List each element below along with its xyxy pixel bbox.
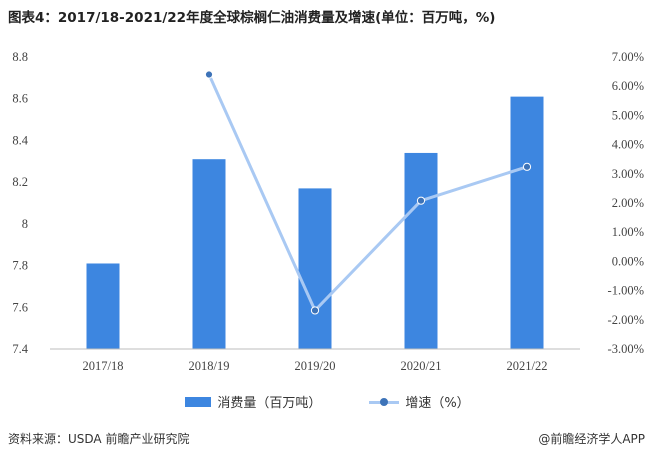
source-note: 资料来源：USDA 前瞻产业研究院 [8, 432, 190, 446]
legend-item-growth[interactable]: 增速（%） [369, 392, 470, 411]
x-tick-label: 2021/22 [507, 359, 548, 373]
chart-canvas: 2017/18 2018/19 2019/20 2020/21 2021/22 7.47… [12, 50, 644, 373]
bar-series [86, 96, 544, 349]
y-left-tick-label: 8.2 [12, 175, 28, 189]
y-left-tick-label: 8 [22, 217, 28, 231]
y-right-tick-label: 4.00% [612, 138, 644, 152]
brand-note: @前瞻经济学人APP [538, 432, 645, 446]
bar-2021/22 [510, 96, 544, 349]
y-right-tick-label: 3.00% [612, 167, 644, 181]
y-right-tick-label: 0.00% [612, 254, 644, 268]
bar-2019/20 [298, 188, 332, 349]
bar-2018/19 [192, 159, 226, 349]
y-left-tick-label: 7.6 [12, 300, 28, 314]
legend-bar-swatch [185, 396, 212, 407]
x-axis: 2017/18 2018/19 2019/20 2020/21 2021/22 [50, 348, 580, 373]
growth-point [310, 306, 320, 315]
growth-point [522, 162, 532, 171]
x-tick-label: 2018/19 [189, 359, 230, 373]
y-right-tick-label: 1.00% [612, 225, 644, 239]
y-left-tick-label: 8.4 [12, 133, 28, 147]
y-axis-left: 7.4 7.6 7.8 8 8.2 8.4 8.6 8.8 [12, 50, 28, 356]
legend-label-growth: 增速（%） [405, 396, 470, 411]
legend-line-swatch [369, 397, 400, 407]
y-axis-right: -3.00% -2.00% -1.00% 0.00% 1.00% 2.00% 3.00% 4.… [608, 50, 644, 356]
growth-point [204, 70, 214, 79]
x-tick-label: 2020/21 [401, 359, 442, 373]
bar-2020/21 [404, 152, 438, 349]
growth-point [416, 196, 426, 205]
growth-line [207, 73, 528, 312]
y-right-tick-label: -1.00% [608, 284, 644, 298]
y-right-tick-label: 2.00% [612, 196, 644, 210]
y-right-tick-label: 7.00% [612, 50, 644, 64]
x-tick-label: 2019/20 [295, 359, 336, 373]
chart-title: 图表4：2017/18-2021/22年度全球棕榈仁油消费量及增速(单位：百万吨… [8, 10, 496, 26]
y-right-tick-label: -3.00% [608, 342, 644, 356]
y-left-tick-label: 7.4 [12, 342, 28, 356]
y-left-tick-label: 8.8 [12, 50, 28, 64]
y-right-tick-label: -2.00% [608, 313, 644, 327]
y-right-tick-label: 5.00% [612, 108, 644, 122]
x-tick-label: 2017/18 [83, 359, 124, 373]
bar-2017/18 [86, 263, 120, 349]
legend-label-consumption: 消费量（百万吨） [217, 396, 322, 411]
growth-line-series [204, 70, 532, 315]
legend-item-consumption[interactable]: 消费量（百万吨） [185, 392, 321, 411]
y-right-tick-label: 6.00% [612, 79, 644, 93]
y-left-tick-label: 7.8 [12, 259, 28, 273]
y-left-tick-label: 8.6 [12, 92, 28, 106]
legend: 消费量（百万吨） 增速（%） [0, 392, 655, 411]
